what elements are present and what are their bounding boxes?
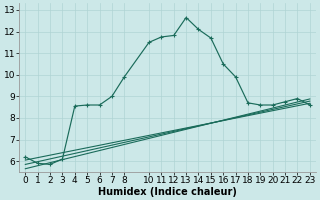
X-axis label: Humidex (Indice chaleur): Humidex (Indice chaleur): [98, 187, 237, 197]
